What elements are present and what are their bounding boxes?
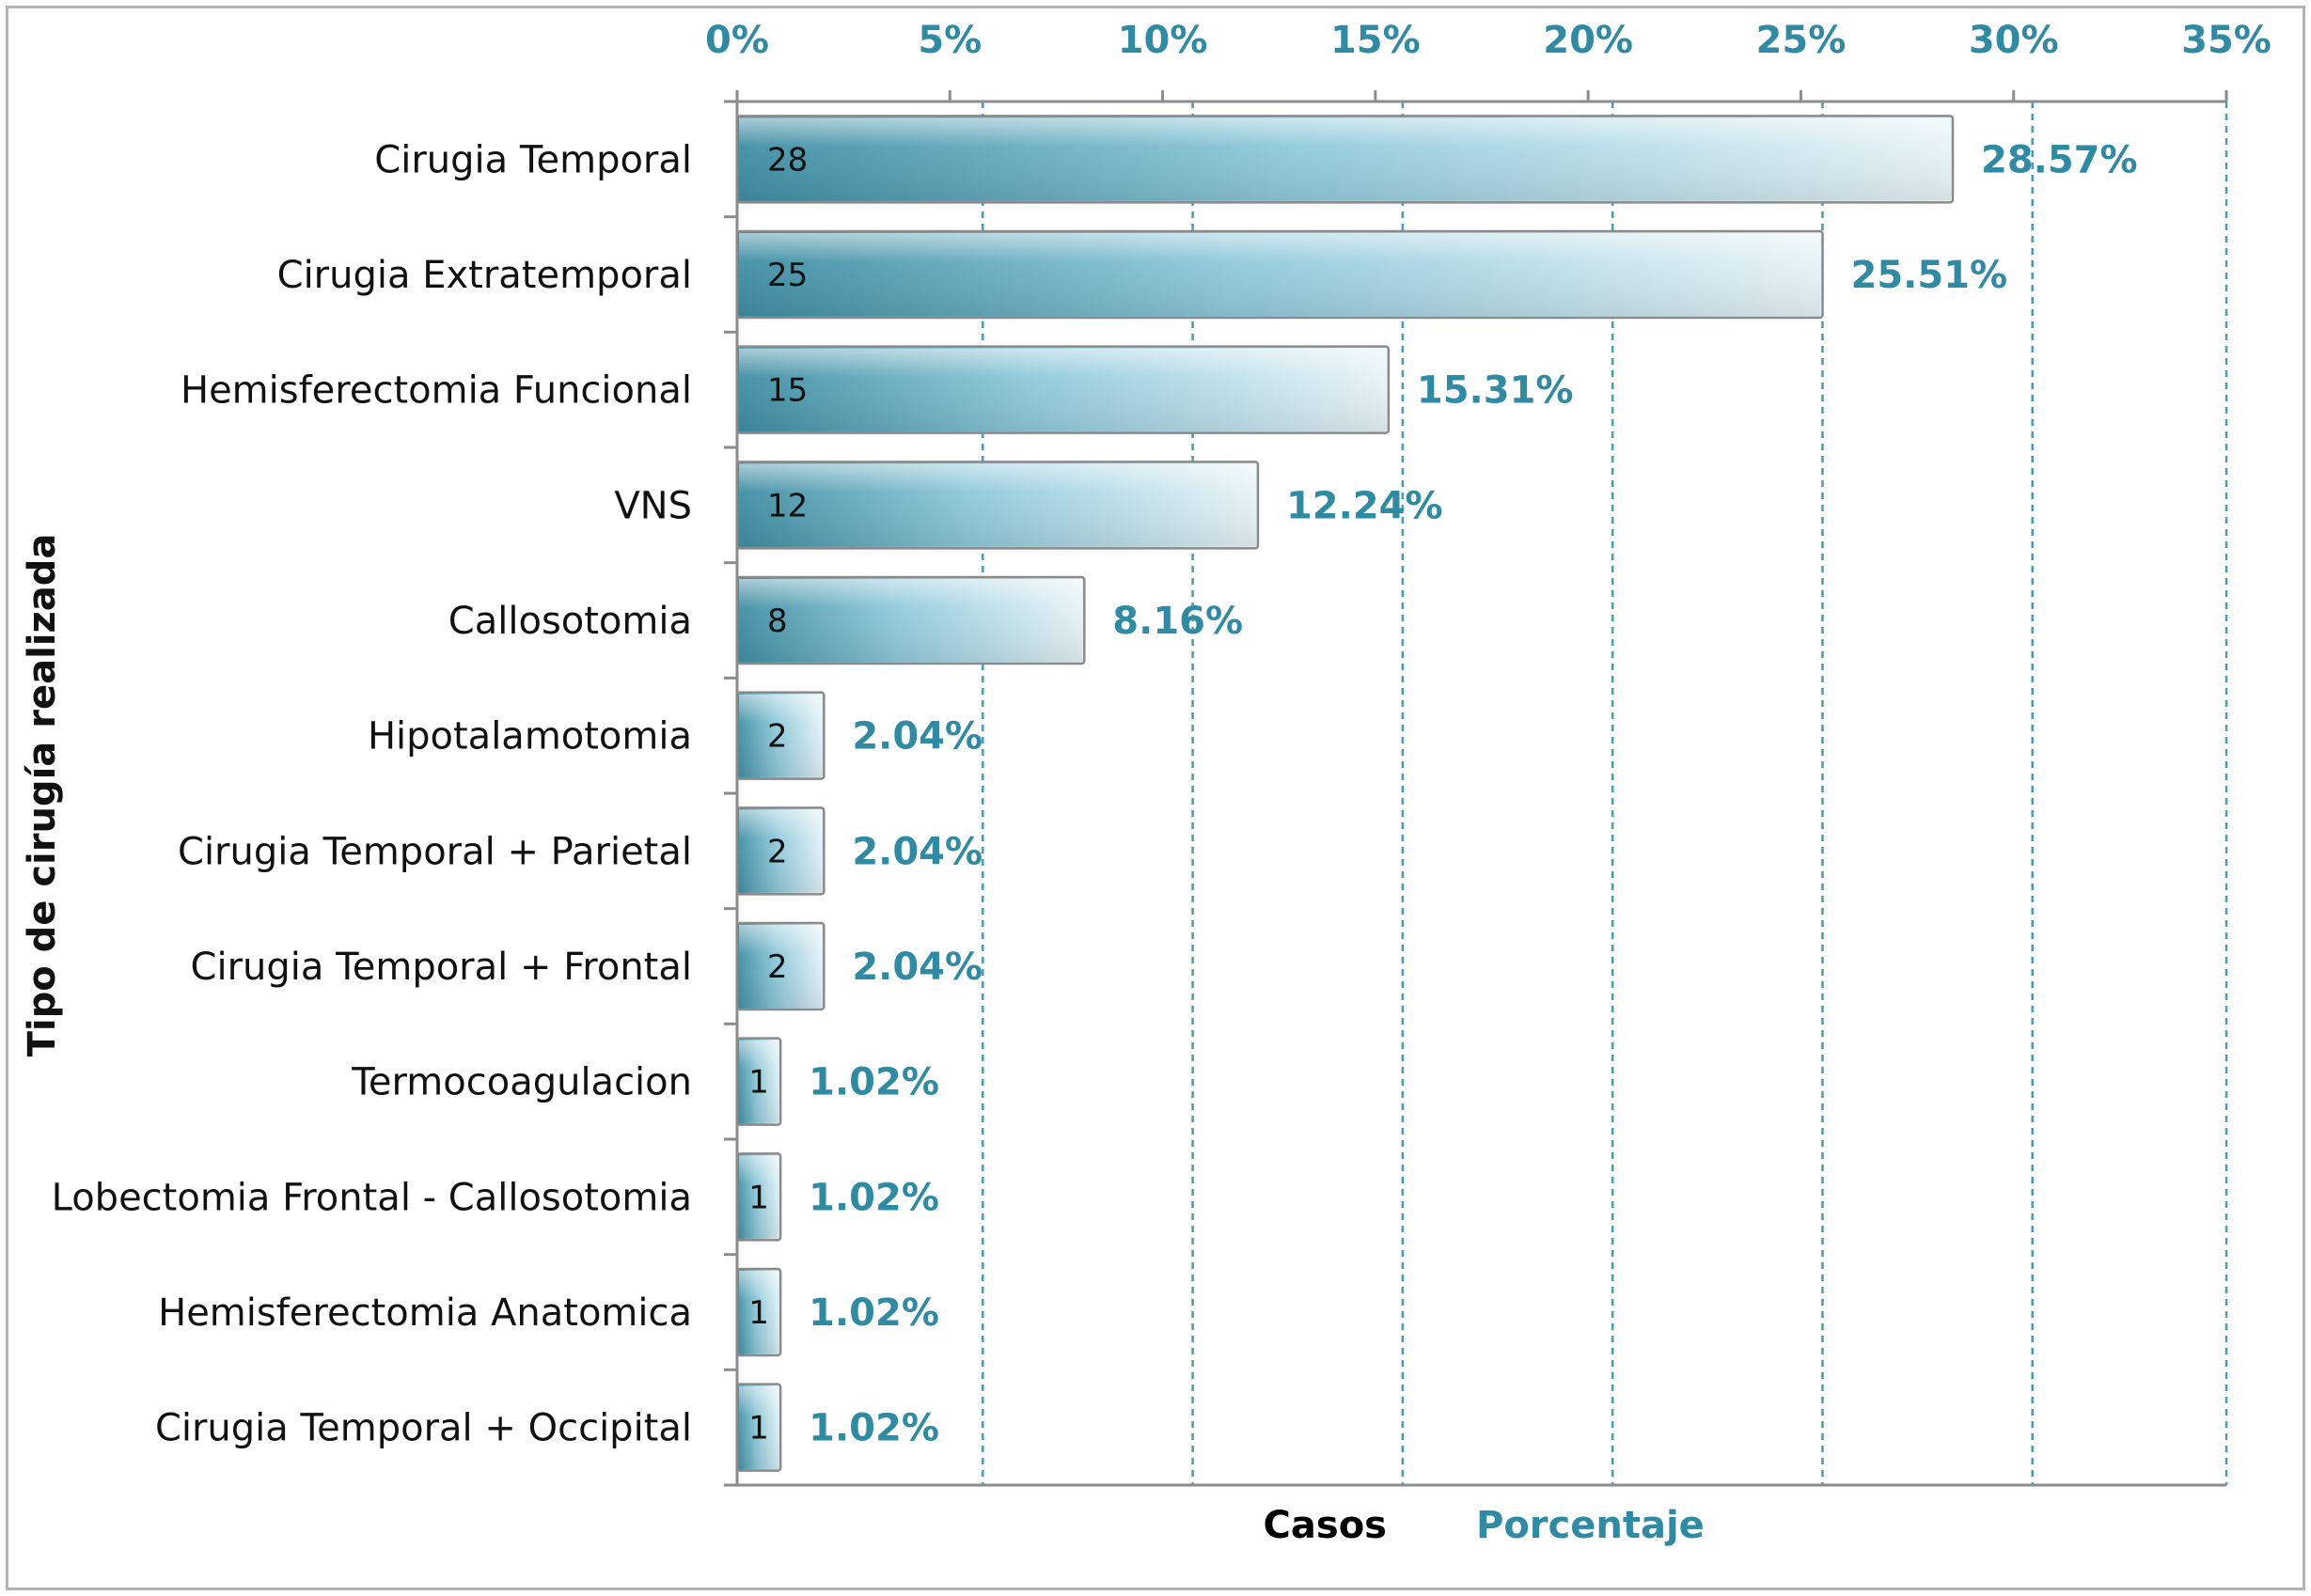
bar-shine-2 <box>739 348 1387 431</box>
category-label-6: Cirugia Temporal + Parietal <box>178 830 692 873</box>
x-tick-label-1: 5% <box>918 19 982 62</box>
x-tick-label-2: 10% <box>1118 19 1208 62</box>
x-tick-label-7: 35% <box>2181 19 2272 62</box>
percent-label-7: 2.04% <box>852 946 983 989</box>
count-label-6: 2 <box>767 833 788 870</box>
percent-label-9: 1.02% <box>809 1176 939 1219</box>
percent-label-2: 15.31% <box>1417 369 1574 413</box>
bar-layer <box>735 115 1955 1472</box>
percent-label-10: 1.02% <box>809 1291 939 1335</box>
category-label-11: Cirugia Temporal + Occipital <box>155 1407 692 1450</box>
count-label-11: 1 <box>748 1410 769 1447</box>
percent-label-1: 25.51% <box>1851 254 2008 297</box>
percent-label-4: 8.16% <box>1112 600 1243 643</box>
bar-shine-9 <box>739 1155 779 1239</box>
category-label-7: Cirugia Temporal + Frontal <box>191 946 692 989</box>
legend-casos: Casos <box>1264 1504 1387 1547</box>
label-layer: Cirugia Temporal 28 28.57%Cirugia Extratem… <box>52 138 2138 1449</box>
bar-shine-7 <box>739 925 823 1008</box>
category-label-0: Cirugia Temporal <box>374 138 692 181</box>
count-label-10: 1 <box>748 1294 769 1332</box>
percent-label-6: 2.04% <box>852 830 983 873</box>
count-label-0: 28 <box>767 141 808 179</box>
percent-label-3: 12.24% <box>1286 484 1443 527</box>
count-label-5: 2 <box>767 718 788 756</box>
count-label-4: 8 <box>767 602 788 640</box>
count-label-3: 12 <box>767 487 808 524</box>
bar-shine-5 <box>739 694 823 777</box>
x-tick-label-3: 15% <box>1330 19 1421 62</box>
percent-label-8: 1.02% <box>809 1061 939 1104</box>
count-label-2: 15 <box>767 372 808 410</box>
count-label-8: 1 <box>748 1064 769 1102</box>
y-axis-title: Tipo de cirugía realizada <box>21 534 64 1057</box>
percent-label-11: 1.02% <box>809 1407 939 1450</box>
x-tick-label-0: 0% <box>705 19 769 62</box>
category-label-5: Hipotalamotomia <box>368 715 692 759</box>
bar-shine-4 <box>739 579 1083 662</box>
category-label-8: Termocoagulacion <box>351 1061 692 1104</box>
bar-shine-8 <box>739 1040 779 1123</box>
axis-layer: 0% 5% 10% 15% 20% 25% 30% 35% <box>705 19 2272 1487</box>
category-label-4: Callosotomia <box>448 600 692 643</box>
category-label-3: VNS <box>614 484 692 527</box>
bar-shine-0 <box>739 117 1951 201</box>
category-label-10: Hemisferectomia Anatomica <box>158 1291 692 1335</box>
count-label-7: 2 <box>767 948 788 986</box>
bar-shine-1 <box>739 233 1821 316</box>
x-tick-label-5: 25% <box>1756 19 1847 62</box>
bar-shine-6 <box>739 809 823 893</box>
x-tick-label-4: 20% <box>1543 19 1633 62</box>
percent-label-0: 28.57% <box>1981 138 2138 181</box>
bar-shine-3 <box>739 463 1256 547</box>
category-label-2: Hemisferectomia Funcional <box>181 369 692 413</box>
percent-label-5: 2.04% <box>852 715 983 759</box>
grid-layer <box>982 102 2228 1485</box>
bar-shine-11 <box>739 1385 779 1469</box>
x-tick-label-6: 30% <box>1969 19 2059 62</box>
category-label-1: Cirugia Extratemporal <box>277 254 692 297</box>
count-label-9: 1 <box>748 1179 769 1216</box>
legend-porcentaje: Porcentaje <box>1476 1504 1705 1547</box>
bar-shine-10 <box>739 1271 779 1353</box>
category-label-9: Lobectomia Frontal - Callosotomia <box>52 1176 692 1219</box>
count-label-1: 25 <box>767 257 808 294</box>
